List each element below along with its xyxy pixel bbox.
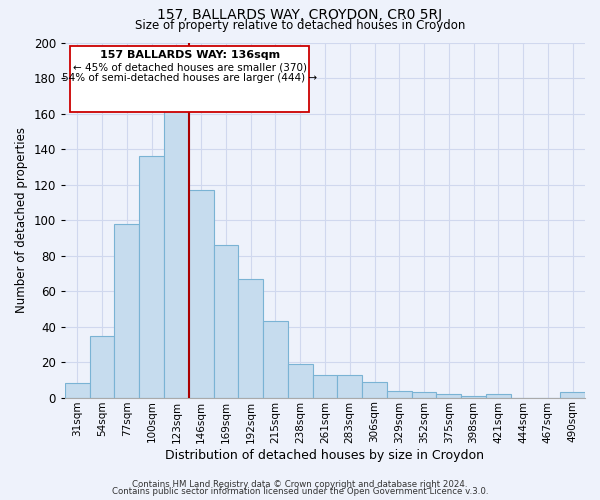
Bar bbox=[436, 394, 461, 398]
Bar bbox=[313, 374, 337, 398]
Bar bbox=[412, 392, 436, 398]
Text: 157 BALLARDS WAY: 136sqm: 157 BALLARDS WAY: 136sqm bbox=[100, 50, 280, 60]
Bar bbox=[461, 396, 486, 398]
Bar bbox=[164, 108, 189, 398]
Text: Contains HM Land Registry data © Crown copyright and database right 2024.: Contains HM Land Registry data © Crown c… bbox=[132, 480, 468, 489]
Text: 54% of semi-detached houses are larger (444) →: 54% of semi-detached houses are larger (… bbox=[62, 72, 317, 83]
Bar bbox=[288, 364, 313, 398]
Bar bbox=[486, 394, 511, 398]
Bar bbox=[189, 190, 214, 398]
Bar bbox=[65, 384, 90, 398]
Text: ← 45% of detached houses are smaller (370): ← 45% of detached houses are smaller (37… bbox=[73, 62, 307, 72]
Bar bbox=[90, 336, 115, 398]
Bar bbox=[362, 382, 387, 398]
Bar bbox=[139, 156, 164, 398]
Text: 157, BALLARDS WAY, CROYDON, CR0 5RJ: 157, BALLARDS WAY, CROYDON, CR0 5RJ bbox=[157, 8, 443, 22]
Bar bbox=[238, 278, 263, 398]
Bar bbox=[560, 392, 585, 398]
Bar bbox=[115, 224, 139, 398]
Text: Contains public sector information licensed under the Open Government Licence v.: Contains public sector information licen… bbox=[112, 488, 488, 496]
Y-axis label: Number of detached properties: Number of detached properties bbox=[15, 127, 28, 313]
Bar bbox=[263, 322, 288, 398]
Bar bbox=[214, 245, 238, 398]
Bar bbox=[387, 390, 412, 398]
X-axis label: Distribution of detached houses by size in Croydon: Distribution of detached houses by size … bbox=[166, 450, 484, 462]
Bar bbox=[337, 374, 362, 398]
FancyBboxPatch shape bbox=[70, 46, 310, 112]
Text: Size of property relative to detached houses in Croydon: Size of property relative to detached ho… bbox=[135, 18, 465, 32]
